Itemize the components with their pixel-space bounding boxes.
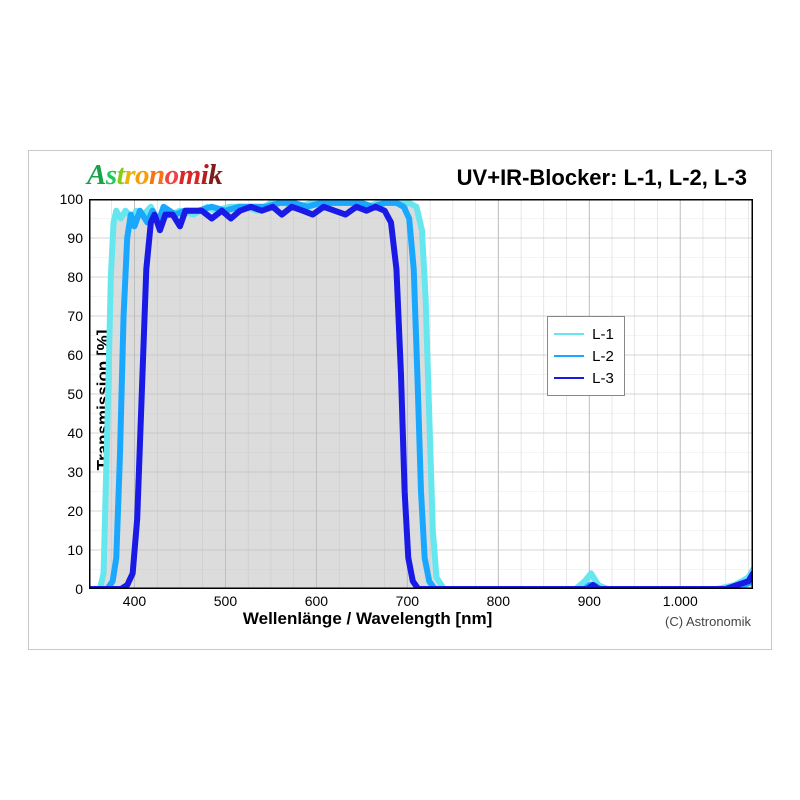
y-tick-label: 40 xyxy=(67,425,89,441)
y-tick-label: 60 xyxy=(67,347,89,363)
legend-entry: L-1 xyxy=(554,323,614,345)
y-tick-label: 20 xyxy=(67,503,89,519)
x-tick-label: 800 xyxy=(487,589,510,609)
legend-entry: L-3 xyxy=(554,367,614,389)
y-tick-label: 70 xyxy=(67,308,89,324)
plot-area: L-1L-2L-3 010203040506070809010040050060… xyxy=(89,199,753,589)
y-tick-label: 30 xyxy=(67,464,89,480)
y-tick-label: 10 xyxy=(67,542,89,558)
legend-swatch xyxy=(554,355,584,357)
legend-label: L-2 xyxy=(592,348,614,365)
page-container: Astronomik UV+IR-Blocker: L-1, L-2, L-3 … xyxy=(0,0,800,800)
legend-label: L-1 xyxy=(592,326,614,343)
chart-title: UV+IR-Blocker: L-1, L-2, L-3 xyxy=(457,165,747,191)
legend-box: L-1 L-2 L-3 xyxy=(547,316,625,396)
y-tick-label: 100 xyxy=(60,191,89,207)
x-tick-label: 700 xyxy=(396,589,419,609)
y-tick-label: 90 xyxy=(67,230,89,246)
x-tick-label: 900 xyxy=(578,589,601,609)
brand-logo: Astronomik xyxy=(87,159,222,192)
x-tick-label: 400 xyxy=(123,589,146,609)
x-axis-label: Wellenlänge / Wavelength [nm] xyxy=(243,609,492,629)
y-tick-label: 0 xyxy=(75,581,89,597)
x-tick-label: 1.000 xyxy=(663,589,698,609)
x-tick-label: 600 xyxy=(305,589,328,609)
legend-entry: L-2 xyxy=(554,345,614,367)
plot-svg xyxy=(89,199,753,589)
legend-label: L-3 xyxy=(592,370,614,387)
credit-text: (C) Astronomik xyxy=(665,614,751,629)
y-tick-label: 50 xyxy=(67,386,89,402)
chart-frame: Astronomik UV+IR-Blocker: L-1, L-2, L-3 … xyxy=(28,150,772,650)
legend-swatch xyxy=(554,377,584,379)
x-tick-label: 500 xyxy=(214,589,237,609)
y-tick-label: 80 xyxy=(67,269,89,285)
legend-swatch xyxy=(554,333,584,335)
